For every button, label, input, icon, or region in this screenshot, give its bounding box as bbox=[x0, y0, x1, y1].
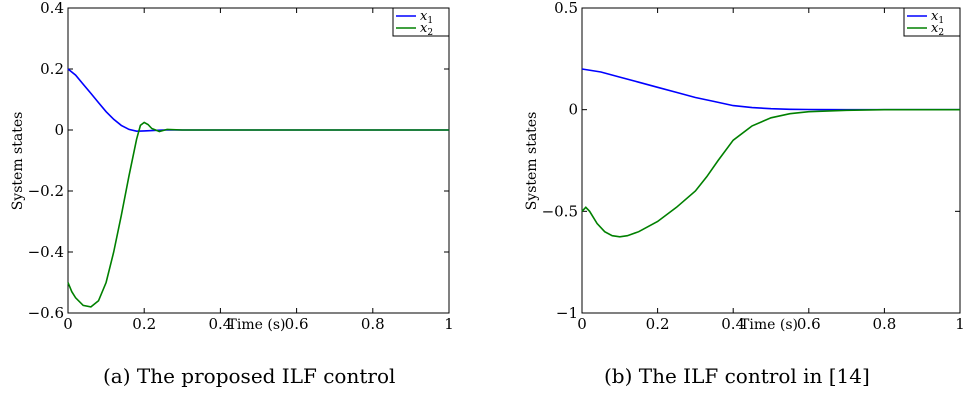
y-tick-label: −0.2 bbox=[28, 182, 64, 200]
series-line-x2 bbox=[67, 121, 449, 308]
y-tick-label: 0.2 bbox=[40, 60, 64, 78]
x-axis-label: Time (s) bbox=[740, 317, 798, 333]
x-tick-label: 1 bbox=[444, 315, 454, 333]
axes-frame bbox=[67, 7, 450, 314]
x-tick-label: 0.8 bbox=[361, 315, 385, 333]
y-tick-label: −1 bbox=[556, 304, 578, 322]
x-tick-label: 0.2 bbox=[646, 315, 670, 333]
y-axis-label: System states bbox=[10, 112, 26, 211]
y-tick-label: −0.4 bbox=[28, 243, 64, 261]
x-axis-label: Time (s) bbox=[228, 317, 286, 333]
legend-box bbox=[392, 7, 450, 37]
y-tick-label: −0.6 bbox=[28, 304, 64, 322]
y-tick-label: 0.5 bbox=[554, 0, 578, 17]
series-line-x1 bbox=[581, 68, 960, 111]
legend-label-subscript: 2 bbox=[427, 28, 433, 38]
series-line-x2 bbox=[581, 108, 960, 238]
y-tick-label: 0 bbox=[54, 121, 64, 139]
y-axis-label: System states bbox=[524, 112, 540, 211]
axes-frame bbox=[581, 7, 961, 314]
series-line-x1 bbox=[67, 68, 449, 133]
y-tick-label: 0.4 bbox=[40, 0, 64, 17]
x-tick-label: 0 bbox=[577, 315, 587, 333]
x-tick-label: 1 bbox=[955, 315, 965, 333]
panel-b: 0 0.2 0.4 0.6 0.8 1 −1 −0.5 0 0.5 Time (s) System s… bbox=[524, 0, 965, 333]
x-tick-label: 0.6 bbox=[797, 315, 821, 333]
x-tick-label: 0.8 bbox=[872, 315, 896, 333]
y-tick-label: −0.5 bbox=[542, 202, 578, 220]
legend-box bbox=[903, 7, 961, 37]
legend-label-subscript: 1 bbox=[938, 16, 944, 26]
x-tick-label: 0.4 bbox=[208, 315, 232, 333]
caption-a: (a) The proposed ILF control bbox=[103, 364, 396, 388]
x-tick-label: 0.2 bbox=[132, 315, 156, 333]
y-tick-label: 0 bbox=[568, 101, 578, 119]
legend-label-subscript: 1 bbox=[427, 16, 433, 26]
caption-b: (b) The ILF control in [14] bbox=[604, 364, 870, 388]
x-tick-label: 0.6 bbox=[285, 315, 309, 333]
x-tick-label: 0.4 bbox=[721, 315, 745, 333]
legend-label-subscript: 2 bbox=[938, 28, 944, 38]
x-tick-label: 0 bbox=[63, 315, 73, 333]
